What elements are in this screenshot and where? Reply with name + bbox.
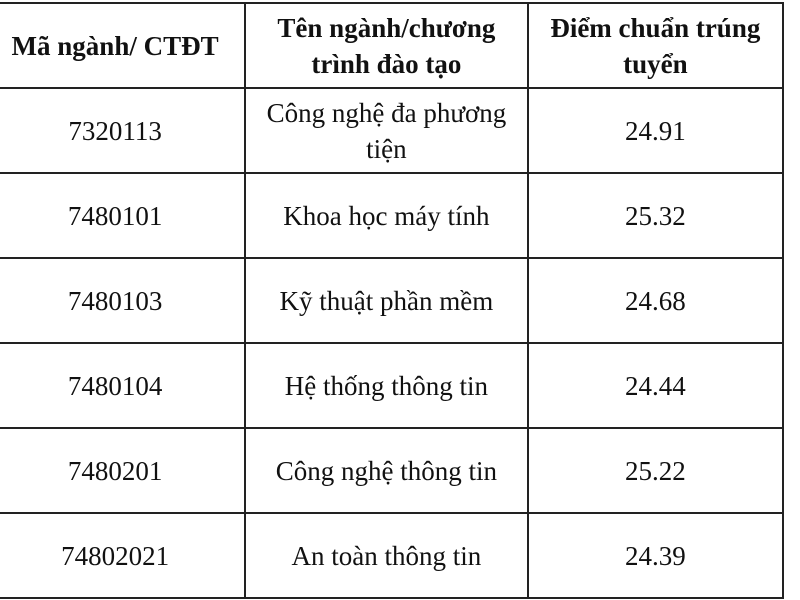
header-score-line-1: Điểm chuẩn trúng bbox=[550, 12, 761, 43]
cell-score: 24.39 bbox=[526, 512, 785, 599]
header-code-line: Mã ngành/ CTĐT bbox=[11, 30, 219, 61]
cell-name: Hệ thống thông tin bbox=[244, 342, 529, 429]
cell-code: 74802021 bbox=[0, 512, 247, 599]
header-program: Tên ngành/chương trình đào tạo bbox=[244, 2, 529, 89]
cell-name: An toàn thông tin bbox=[244, 512, 529, 599]
cell-score: 25.32 bbox=[526, 172, 785, 259]
cell-score: 24.68 bbox=[526, 257, 785, 344]
table-row: 7480104 Hệ thống thông tin 24.44 bbox=[0, 342, 785, 429]
cell-name: Kỹ thuật phần mềm bbox=[244, 257, 529, 344]
header-score-line-2: tuyển bbox=[623, 48, 688, 79]
admission-scores-table: Mã ngành/ CTĐT Tên ngành/chương trình đào… bbox=[0, 2, 785, 599]
cell-score: 24.91 bbox=[526, 87, 785, 174]
header-score: Điểm chuẩn trúng tuyển bbox=[526, 2, 785, 89]
cell-name: Công nghệ đa phương tiện bbox=[244, 87, 529, 174]
header-row: Mã ngành/ CTĐT Tên ngành/chương trình đào… bbox=[0, 2, 785, 89]
cell-code: 7320113 bbox=[0, 87, 247, 174]
cell-code: 7480101 bbox=[0, 172, 247, 259]
table-row: 7320113 Công nghệ đa phương tiện 24.91 bbox=[0, 87, 785, 174]
table-row: 7480201 Công nghệ thông tin 25.22 bbox=[0, 427, 785, 514]
table-row: 7480103 Kỹ thuật phần mềm 24.68 bbox=[0, 257, 785, 344]
cell-code: 7480104 bbox=[0, 342, 247, 429]
cell-name: Khoa học máy tính bbox=[244, 172, 529, 259]
header-program-line-2: trình đào tạo bbox=[311, 48, 462, 79]
header-code: Mã ngành/ CTĐT bbox=[0, 2, 247, 89]
cell-name: Công nghệ thông tin bbox=[244, 427, 529, 514]
table-row: 74802021 An toàn thông tin 24.39 bbox=[0, 512, 785, 599]
cell-score: 25.22 bbox=[526, 427, 785, 514]
cell-score: 24.44 bbox=[526, 342, 785, 429]
header-program-line-1: Tên ngành/chương bbox=[277, 12, 496, 43]
cell-code: 7480201 bbox=[0, 427, 247, 514]
table-row: 7480101 Khoa học máy tính 25.32 bbox=[0, 172, 785, 259]
cell-code: 7480103 bbox=[0, 257, 247, 344]
